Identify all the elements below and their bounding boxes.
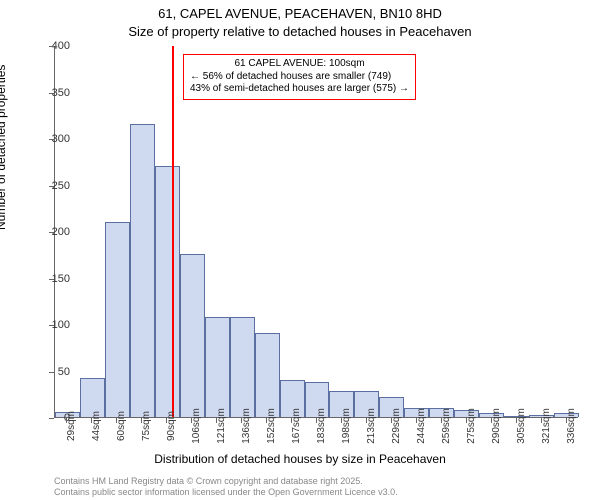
histogram-bar <box>255 333 280 417</box>
y-axis-label: Number of detached properties <box>0 65 8 230</box>
histogram-bar <box>180 254 205 417</box>
annotation-line-2: ← 56% of detached houses are smaller (74… <box>190 71 409 84</box>
histogram-bar <box>155 166 180 417</box>
x-tick-label: 213sqm <box>366 408 377 444</box>
chart-subtitle: Size of property relative to detached ho… <box>0 24 600 39</box>
annotation-line-1: 61 CAPEL AVENUE: 100sqm <box>190 58 409 71</box>
y-tick-mark <box>49 46 54 47</box>
y-tick-mark <box>49 232 54 233</box>
footer-copyright-2: Contains public sector information licen… <box>54 487 398 497</box>
annotation-box: 61 CAPEL AVENUE: 100sqm← 56% of detached… <box>183 54 416 100</box>
x-tick-label: 229sqm <box>391 408 402 444</box>
x-tick-label: 121sqm <box>216 408 227 444</box>
x-tick-label: 336sqm <box>566 408 577 444</box>
x-tick-label: 44sqm <box>91 411 102 441</box>
footer-copyright-1: Contains HM Land Registry data © Crown c… <box>54 476 363 486</box>
x-tick-label: 60sqm <box>116 411 127 441</box>
y-tick-mark <box>49 279 54 280</box>
annotation-line-3: 43% of semi-detached houses are larger (… <box>190 83 409 96</box>
y-tick-mark <box>49 139 54 140</box>
x-tick-label: 305sqm <box>516 408 527 444</box>
histogram-bar <box>105 222 130 417</box>
x-tick-label: 198sqm <box>341 408 352 444</box>
y-tick-mark <box>49 372 54 373</box>
y-tick-mark <box>49 418 54 419</box>
x-tick-label: 244sqm <box>416 408 427 444</box>
x-tick-label: 290sqm <box>491 408 502 444</box>
x-tick-label: 152sqm <box>266 408 277 444</box>
x-tick-label: 75sqm <box>141 411 152 441</box>
y-tick-mark <box>49 186 54 187</box>
y-tick-mark <box>49 93 54 94</box>
x-axis-label: Distribution of detached houses by size … <box>0 452 600 466</box>
chart-container: 61, CAPEL AVENUE, PEACEHAVEN, BN10 8HD S… <box>0 0 600 500</box>
x-tick-label: 136sqm <box>241 408 252 444</box>
histogram-bar <box>130 124 155 417</box>
y-tick-mark <box>49 325 54 326</box>
x-tick-label: 29sqm <box>66 411 77 441</box>
histogram-bar <box>230 317 255 417</box>
reference-line <box>172 46 174 417</box>
chart-title: 61, CAPEL AVENUE, PEACEHAVEN, BN10 8HD <box>0 6 600 21</box>
x-tick-label: 183sqm <box>316 408 327 444</box>
x-tick-label: 275sqm <box>466 408 477 444</box>
x-tick-label: 259sqm <box>441 408 452 444</box>
x-tick-label: 321sqm <box>541 408 552 444</box>
x-tick-label: 167sqm <box>291 408 302 444</box>
x-tick-label: 90sqm <box>166 411 177 441</box>
histogram-bar <box>205 317 230 417</box>
x-tick-label: 106sqm <box>191 408 202 444</box>
plot-area: 61 CAPEL AVENUE: 100sqm← 56% of detached… <box>54 46 578 418</box>
